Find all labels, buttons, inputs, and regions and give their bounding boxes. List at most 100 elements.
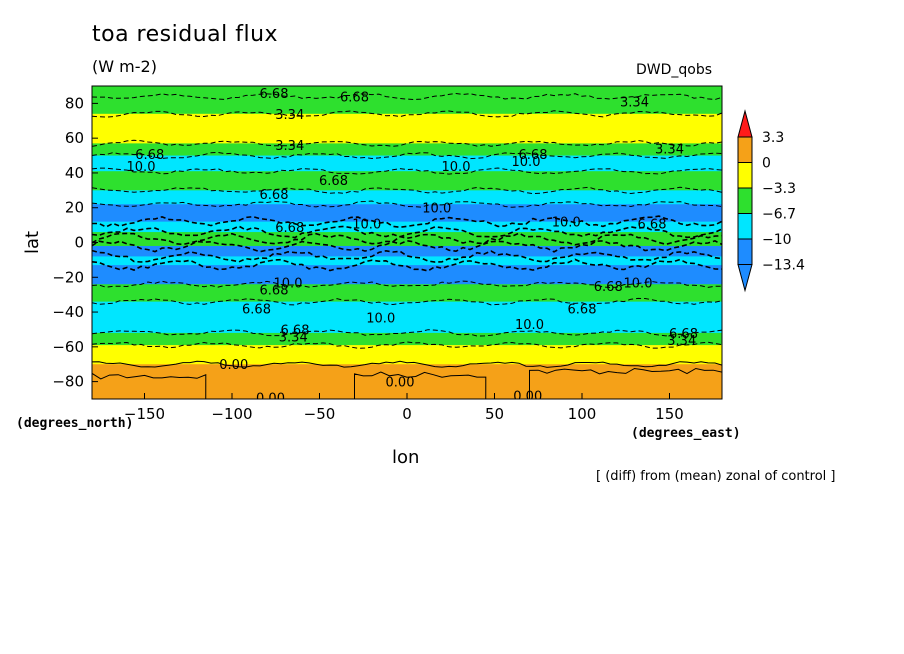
contour-label: 6.68: [519, 148, 548, 163]
contour-label: 6.68: [260, 188, 289, 203]
heatmap-band: [92, 171, 722, 191]
contour-label: 6.68: [281, 323, 310, 338]
x-tick-label: 150: [655, 405, 684, 423]
contour-label: 10.0: [552, 216, 581, 231]
contour-line: [92, 360, 722, 368]
orange-patches: [92, 367, 722, 399]
colorbar-label: −6.7: [762, 207, 796, 223]
contour-label: 3.34: [279, 330, 308, 345]
orange-patch: [354, 371, 487, 399]
contour-line: [92, 92, 722, 101]
contour-line: [92, 215, 722, 229]
contour-label: 10.0: [512, 155, 541, 170]
contour-line: [92, 200, 722, 208]
contour-label: 0.00: [513, 390, 542, 405]
heatmap-band: [92, 232, 722, 240]
colorbar-label: −10: [762, 232, 792, 248]
colorbar-swatch: [737, 187, 753, 214]
heatmap-band: [92, 221, 722, 233]
heatmap-band: [92, 301, 722, 334]
contour-label: 6.68: [638, 217, 667, 232]
contour-label: 6.68: [319, 174, 348, 189]
contour-label: 6.68: [242, 303, 271, 318]
contour-line: [92, 297, 722, 306]
contour-label: 6.68: [594, 280, 623, 295]
contour-label: 3.34: [620, 96, 649, 111]
y-tick-label: −80: [52, 373, 84, 391]
contour-label: 3.34: [275, 108, 304, 123]
x-tick-label: −150: [124, 405, 165, 423]
colorbar-label: 3.3: [762, 130, 784, 146]
heatmap-band: [92, 332, 722, 346]
contour-label: 10.0: [515, 318, 544, 333]
y-tick-label: 80: [65, 94, 84, 112]
x-tick-label: −100: [211, 405, 252, 423]
y-axis-unit: (degrees_north): [16, 416, 134, 431]
contour-label: 6.68: [568, 303, 597, 318]
contour-label: 10.0: [274, 276, 303, 291]
y-tick-label: −60: [52, 338, 84, 356]
contour-labels: 6.68 6.683.343.343.34 3.346.6810.06.6810.0…: [127, 87, 698, 406]
contour-line: [92, 341, 722, 349]
contour-line: [92, 258, 722, 272]
heatmap-band: [92, 86, 722, 97]
contour-label: 3.34: [667, 334, 696, 349]
contour-label: 10.0: [352, 217, 381, 232]
contour-line: [92, 186, 722, 195]
heatmap-band: [92, 96, 722, 115]
y-axis-label: lat: [22, 230, 43, 254]
contour-line: [92, 167, 722, 175]
y-tick-label: −20: [52, 268, 84, 286]
contour-line: [92, 249, 722, 263]
contour-label: 6.68: [135, 148, 164, 163]
chart-units: (W m-2): [92, 57, 157, 76]
contour-label: 10.0: [442, 160, 471, 175]
contour-label: 10.0: [366, 311, 395, 326]
x-tick-label: 50: [485, 405, 504, 423]
contour-line: [92, 239, 722, 253]
contour-label: 0.00: [256, 391, 285, 406]
orange-patch: [92, 372, 207, 399]
contour-line: [92, 139, 722, 147]
heatmap-band: [92, 143, 722, 157]
colorbar-min-triangle: [737, 264, 753, 293]
heatmap-band: [92, 239, 722, 247]
colorbar-label: −3.3: [762, 181, 796, 197]
colorbar-label: −13.4: [762, 258, 805, 274]
heatmap-band: [92, 256, 722, 266]
heatmap-band: [92, 284, 722, 303]
y-tick-label: −40: [52, 303, 84, 321]
heatmap-band: [92, 265, 722, 285]
colorbar-swatch: [737, 213, 753, 240]
contour-label: 10.0: [624, 276, 653, 291]
contour-label: 3.34: [275, 139, 304, 154]
y-tick-label: 20: [65, 199, 84, 217]
colorbar-swatch: [737, 136, 753, 163]
contour-label: 6.68: [260, 87, 289, 102]
orange-patch: [529, 367, 722, 399]
contour-line: [92, 329, 722, 337]
contour-label: 6.68: [669, 327, 698, 342]
x-tick-label: −50: [304, 405, 336, 423]
contour-lines: [92, 92, 722, 368]
y-tick-label: 40: [65, 164, 84, 182]
x-axis-label: lon: [392, 447, 420, 468]
heatmap-band: [92, 345, 722, 365]
contour-line: [92, 151, 722, 160]
contour-label: 0.00: [219, 358, 248, 373]
y-tick-label: 60: [65, 129, 84, 147]
contour-line: [92, 225, 722, 239]
heatmap-band: [92, 190, 722, 205]
x-tick-label: 100: [568, 405, 597, 423]
x-tick-label: 0: [402, 405, 412, 423]
colorbar-max-triangle: [737, 109, 753, 138]
y-tick-label: 0: [74, 234, 84, 252]
x-axis-ticks: −150 −100 −50 0 50 100 150: [124, 393, 684, 423]
heatmap-bands: [92, 86, 722, 399]
colorbar: 3.3 0 −3.3 −6.7 −10 −13.4: [737, 109, 805, 293]
contour-label: 3.34: [655, 143, 684, 158]
contour-label: 10.0: [127, 160, 156, 175]
contour-label: 0.00: [386, 376, 415, 391]
heatmap-band: [92, 113, 722, 144]
x-axis-unit: (degrees_east): [631, 426, 741, 441]
